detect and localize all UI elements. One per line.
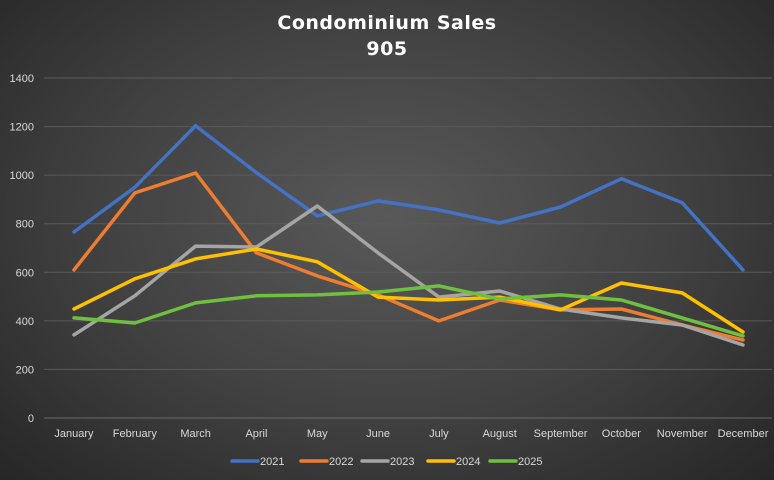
x-tick-label: December [718,428,769,440]
chart-subtitle: 905 [366,38,408,60]
x-tick-label: October [602,428,641,440]
y-tick-label: 800 [16,219,34,231]
series-line-2021 [72,124,745,272]
series-line-2023 [72,204,745,347]
y-tick-label: 1000 [10,170,34,182]
x-tick-label: January [54,428,94,440]
y-tick-label: 200 [16,364,34,376]
y-tick-label: 600 [16,267,34,279]
x-tick-label: February [113,428,158,440]
legend-label-2023: 2023 [390,456,414,468]
series-line-2024 [72,247,745,334]
x-tick-label: August [483,428,517,440]
x-tick-label: November [657,428,708,440]
y-tick-label: 1200 [10,122,34,134]
series-line-2022 [72,171,745,342]
y-tick-label: 400 [16,316,34,328]
series-line-2025 [72,284,745,338]
chart-title: Condominium Sales [277,12,497,34]
legend-label-2021: 2021 [260,456,284,468]
x-tick-label: June [366,428,390,440]
legend-label-2024: 2024 [456,456,480,468]
y-tick-label: 1400 [10,73,34,85]
legend-label-2025: 2025 [518,456,542,468]
x-tick-label: July [429,428,449,440]
y-tick-label: 0 [28,413,34,425]
x-tick-label: September [534,428,588,440]
x-tick-label: March [180,428,211,440]
x-tick-label: April [245,428,267,440]
x-tick-label: May [307,428,328,440]
legend-label-2022: 2022 [329,456,353,468]
